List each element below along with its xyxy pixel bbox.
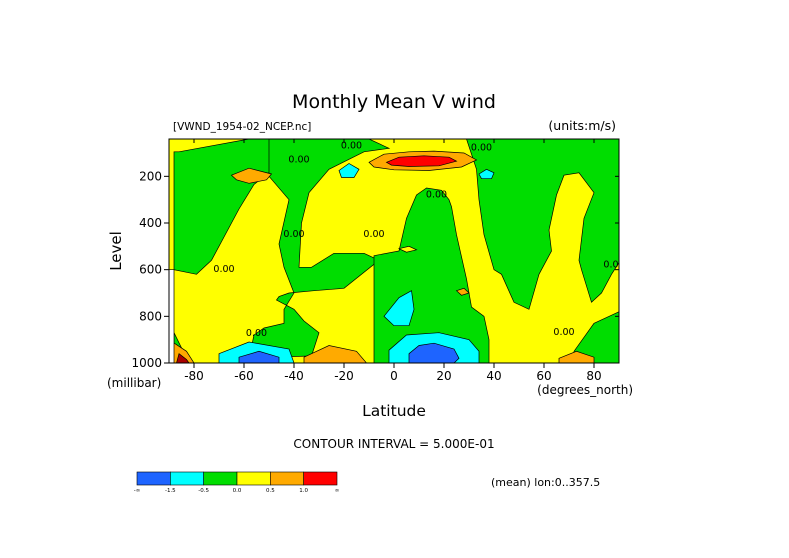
- x-units-label: (degrees_north): [537, 383, 633, 397]
- x-tick-label: 60: [536, 369, 551, 383]
- region-yellow-islet-nh: [397, 245, 418, 253]
- x-tick-label: 40: [486, 369, 501, 383]
- region-cyan-eq-mid: [383, 290, 415, 327]
- contour-label-4: 0.00: [213, 264, 234, 275]
- region-cyan-sh-200: [338, 163, 360, 178]
- region-green-mid-sh: [251, 139, 391, 358]
- mean-text: (mean) lon:0..357.5: [491, 476, 600, 489]
- file-label: [VWND_1954-02_NCEP.nc]: [173, 121, 311, 133]
- y-units-label: (millibar): [107, 376, 161, 390]
- y-axis-title: Level: [107, 231, 125, 271]
- colorbar-label: 0.5: [266, 488, 275, 494]
- y-tick-label: 400: [139, 216, 162, 230]
- region-white-corner: [169, 269, 175, 363]
- units-label: (units:m/s): [548, 118, 616, 133]
- region-orange-sfc-left: [169, 339, 195, 363]
- x-tick-label: -40: [284, 369, 304, 383]
- contour-label-7: 0.00: [603, 259, 624, 270]
- contour-label-1: 0.00: [471, 143, 492, 154]
- contour-label-5: 0.00: [246, 328, 267, 339]
- colorbar-swatch: [303, 471, 338, 486]
- region-red-sfc-left: [176, 353, 190, 363]
- contour-interval-text: CONTOUR INTERVAL = 5.000E-01: [293, 437, 494, 451]
- x-tick-label: 0: [390, 369, 398, 383]
- region-cyan-nh-200: [478, 168, 495, 180]
- contour-label-3: 0.00: [283, 229, 304, 240]
- region-blue-eq-sfc: [408, 342, 460, 363]
- colorbar-swatch: [236, 471, 271, 486]
- colorbar-swatch: [170, 471, 204, 486]
- x-axis-ticks: -80 -60 -40 -20 0 20 40 60 80: [184, 139, 602, 383]
- x-tick-label: -80: [184, 369, 204, 383]
- contour-label-6: 0.00: [553, 327, 574, 338]
- contour-labels: 0.00 0.00 0.00 0.00 0.00 0.00 0.00 0.00 0.00 0.00: [213, 140, 624, 339]
- x-tick-label: -60: [234, 369, 254, 383]
- colorbar-label: -0.5: [198, 488, 209, 494]
- contour-label-8: 0.00: [288, 154, 309, 165]
- region-red-jet-core: [385, 155, 458, 167]
- x-axis-title: Latitude: [362, 402, 426, 420]
- colorbar-swatch: [203, 471, 238, 486]
- colorbar-swatch: [136, 471, 171, 486]
- y-tick-label: 600: [139, 263, 162, 277]
- colorbar-label: 1.0: [299, 488, 308, 494]
- colorbar-label: -∞: [134, 488, 141, 494]
- colorbar-label: ∞: [335, 488, 340, 494]
- region-orange-sfc-sh: [303, 345, 367, 363]
- x-tick-label: -20: [334, 369, 354, 383]
- region-orange-small-nh: [455, 287, 470, 296]
- y-tick-label: 800: [139, 309, 162, 323]
- contour-fills: [169, 139, 619, 363]
- region-orange-sfc-nh: [558, 350, 595, 363]
- x-tick-label: 20: [436, 369, 451, 383]
- region-green-nh-upper: [466, 139, 619, 310]
- chart-title: Monthly Mean V wind: [292, 91, 496, 113]
- contour-label-2: 0.00: [426, 189, 447, 200]
- contour-label-9: 0.00: [363, 229, 384, 240]
- colorbar-swatch: [270, 471, 304, 486]
- colorbar-label: -1.5: [165, 488, 176, 494]
- contour-label-0: 0.00: [341, 140, 362, 151]
- region-orange-sh-200: [230, 167, 273, 184]
- y-tick-label: 1000: [131, 356, 162, 370]
- y-tick-label: 200: [139, 169, 162, 183]
- y-axis-ticks: 200 400 600 800 1000: [131, 169, 619, 370]
- colorbar: -∞ -1.5 -0.5 0.0 0.5 1.0 ∞: [134, 471, 340, 494]
- region-blue-sh-sfc: [238, 350, 280, 363]
- x-tick-label: 80: [586, 369, 601, 383]
- region-green-nh-lower-right: [573, 311, 619, 363]
- colorbar-label: 0.0: [233, 488, 242, 494]
